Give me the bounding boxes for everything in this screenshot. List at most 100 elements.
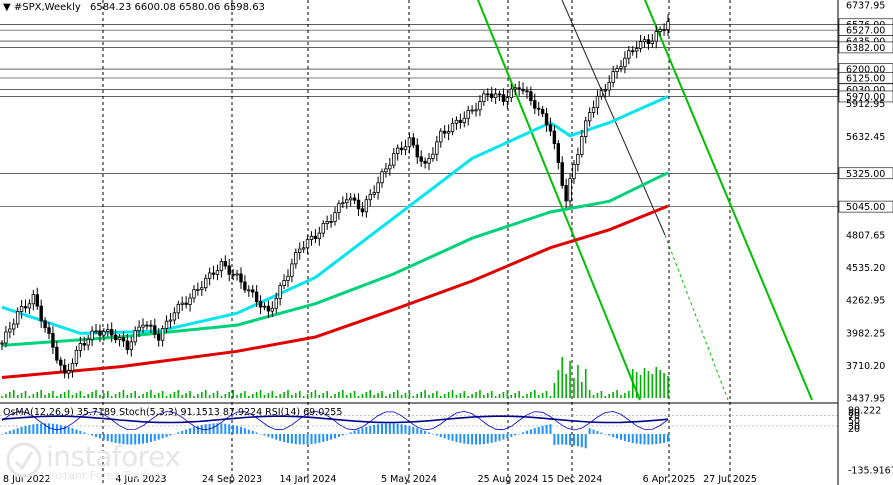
candle-body (607, 81, 611, 91)
candle-body (176, 303, 180, 314)
osma-bar (212, 423, 215, 434)
indicator-tick-label: 30 (848, 421, 860, 432)
candle-body (192, 289, 196, 299)
osma-bar (384, 423, 387, 434)
volume-bar (389, 394, 391, 398)
candle-body (505, 97, 510, 102)
volume-bar (75, 393, 78, 398)
volume-bar (212, 393, 215, 398)
horizontal-levels (0, 23, 838, 207)
volume-bar (494, 396, 497, 398)
candle-body (258, 301, 263, 308)
candle-body (497, 93, 502, 96)
osma-bar (537, 426, 540, 434)
candle-body (525, 90, 529, 93)
volume-bar (428, 395, 430, 398)
candle-body (603, 89, 608, 92)
candle-body (145, 324, 149, 327)
candle-body (243, 281, 247, 291)
candle-body (254, 291, 259, 303)
volume-bar (592, 395, 595, 398)
osma-bar (251, 430, 254, 434)
candle-body (305, 239, 310, 249)
volume-bar (424, 390, 426, 398)
price-tick-label: 6200.00 (846, 65, 885, 76)
candle-body (642, 39, 647, 43)
volume-bar (228, 392, 231, 398)
price-tick-label: 5325.00 (846, 169, 885, 180)
candle-body (137, 326, 141, 332)
price-tick-label: 6030.00 (846, 85, 885, 96)
candle-body (317, 232, 322, 240)
volume-bar (486, 393, 489, 398)
channel-midline (561, 0, 666, 236)
volume-bar (322, 393, 325, 398)
osma-bar (283, 433, 286, 442)
candle-body (403, 146, 408, 151)
candle-body (466, 109, 470, 119)
osma-bar (196, 425, 199, 434)
osma-bar (330, 433, 333, 440)
volume-bar (581, 382, 583, 398)
time-tick-label: 8 Jul 2022 (3, 474, 51, 485)
osma-bar (20, 426, 23, 434)
candle-body (282, 280, 286, 287)
candle-body (376, 182, 380, 193)
osma-bar (353, 430, 356, 434)
candle-body (102, 331, 106, 336)
candle-body (157, 333, 161, 341)
osma-bar (243, 428, 246, 434)
osma-bar (494, 433, 497, 442)
candle-body (352, 197, 357, 201)
volume-bar (251, 394, 254, 398)
osma-bar (337, 433, 340, 437)
candle-body (227, 265, 231, 275)
candle-body (270, 307, 275, 312)
volume-bar (655, 367, 658, 398)
candle-body (19, 306, 24, 312)
candle-body (286, 275, 290, 282)
candle-body (160, 328, 165, 341)
volume-bar (631, 369, 634, 398)
volume-bar (208, 395, 211, 398)
indicator-tick-label: -135.9167 (848, 466, 893, 477)
volume-bar (420, 392, 422, 398)
price-level-box (838, 41, 893, 54)
osma-bar (1, 433, 3, 435)
osma-bar (627, 433, 630, 443)
volume-bar (349, 393, 352, 398)
osma-bar (608, 433, 611, 436)
candle-body (427, 158, 431, 164)
candle-body (109, 329, 114, 336)
dropdown-arrow-icon[interactable]: ▼ (3, 2, 11, 13)
volume-bar (87, 394, 89, 398)
osma-bar (228, 424, 231, 434)
indicator-tick-label: 90.222 (848, 406, 881, 417)
candle-body (298, 248, 302, 253)
price-tick-label: 5632.45 (846, 132, 885, 143)
osma-bar (28, 425, 31, 434)
candle-body (31, 294, 36, 305)
indicator-tick-label: 20 (848, 424, 860, 435)
osma-bar (518, 433, 521, 435)
candle-body (368, 194, 372, 201)
volume-bar (620, 395, 622, 398)
volume-bar (369, 390, 372, 398)
volume-bar (216, 391, 219, 398)
osma-bar (420, 429, 423, 434)
osma-bar (467, 433, 470, 445)
volume-bar (314, 390, 317, 398)
price-tick-label: 5045.00 (846, 202, 885, 213)
plot-background (0, 0, 838, 485)
osma-bar (651, 433, 654, 445)
volume-bar (240, 393, 242, 398)
osma-bar (83, 432, 86, 434)
osma-bar (381, 423, 384, 434)
candle-body (537, 107, 541, 110)
osma-bar (377, 424, 380, 434)
volume-bar (342, 390, 344, 398)
volume-bar (326, 391, 328, 398)
osma-bar (326, 433, 329, 441)
candle-body (251, 289, 255, 293)
